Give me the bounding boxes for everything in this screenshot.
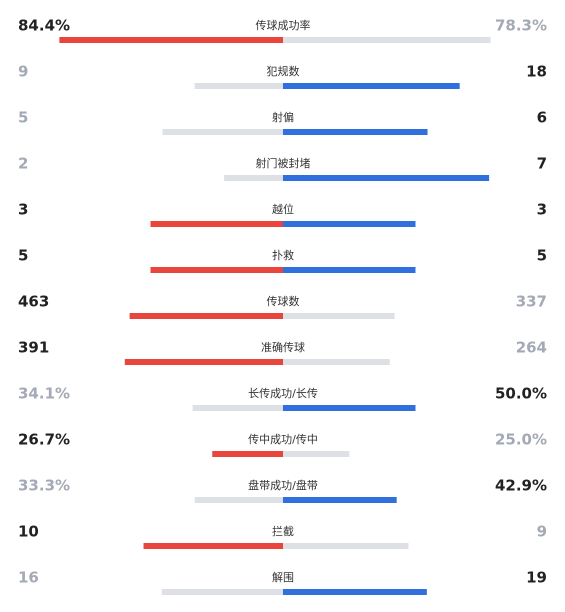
home-bar	[194, 497, 283, 503]
home-bar	[59, 37, 284, 43]
away-bar	[283, 405, 416, 411]
home-bar	[194, 83, 283, 89]
away-bar	[283, 451, 350, 457]
home-value: 84.4%	[18, 17, 70, 35]
away-bar	[283, 83, 460, 89]
stat-label: 扑救	[272, 248, 294, 262]
home-value: 2	[18, 155, 28, 173]
away-bar	[283, 497, 397, 503]
home-bar	[192, 405, 283, 411]
home-bar	[143, 543, 283, 549]
home-value: 463	[18, 293, 49, 311]
home-bar	[212, 451, 283, 457]
away-value: 25.0%	[495, 431, 547, 449]
away-bar	[283, 37, 491, 43]
stat-label: 传球成功率	[256, 18, 311, 32]
home-value: 10	[18, 523, 39, 541]
away-value: 50.0%	[495, 385, 547, 403]
home-value: 5	[18, 109, 28, 127]
stat-label: 越位	[272, 202, 294, 216]
stat-label: 传球数	[267, 294, 300, 308]
away-value: 9	[537, 523, 547, 541]
away-bar	[283, 543, 409, 549]
stat-label: 犯规数	[267, 64, 300, 78]
stat-label: 拦截	[272, 524, 294, 538]
away-bar	[283, 313, 395, 319]
home-value: 3	[18, 201, 28, 219]
home-value: 33.3%	[18, 477, 70, 495]
away-bar	[283, 359, 390, 365]
home-value: 5	[18, 247, 28, 265]
away-bar	[283, 175, 490, 181]
stat-label: 射偏	[272, 110, 294, 124]
stat-label: 盘带成功/盘带	[248, 478, 318, 492]
stat-label: 射门被封堵	[256, 156, 311, 170]
away-value: 5	[537, 247, 547, 265]
home-bar	[150, 267, 283, 273]
away-value: 19	[526, 569, 547, 587]
away-value: 78.3%	[495, 17, 547, 35]
away-value: 264	[516, 339, 547, 357]
home-bar	[124, 359, 283, 365]
home-bar	[129, 313, 283, 319]
away-bar	[283, 267, 416, 273]
away-bar	[283, 589, 427, 595]
home-value: 26.7%	[18, 431, 70, 449]
away-bar	[283, 221, 416, 227]
away-bar	[283, 129, 428, 135]
home-bar	[161, 589, 283, 595]
away-value: 42.9%	[495, 477, 547, 495]
away-value: 7	[537, 155, 547, 173]
stat-label: 传中成功/传中	[248, 433, 318, 446]
home-bar	[224, 175, 283, 181]
home-value: 391	[18, 339, 49, 357]
away-value: 337	[516, 293, 547, 311]
stat-label: 解围	[272, 570, 294, 584]
home-bar	[150, 221, 283, 227]
away-value: 3	[537, 201, 547, 219]
away-value: 18	[526, 63, 547, 81]
home-value: 16	[18, 569, 39, 587]
home-value: 34.1%	[18, 385, 70, 403]
stat-label: 长传成功/长传	[248, 387, 318, 400]
stat-label: 准确传球	[261, 340, 305, 354]
home-value: 9	[18, 63, 28, 81]
home-bar	[162, 129, 283, 135]
away-value: 6	[537, 109, 547, 127]
